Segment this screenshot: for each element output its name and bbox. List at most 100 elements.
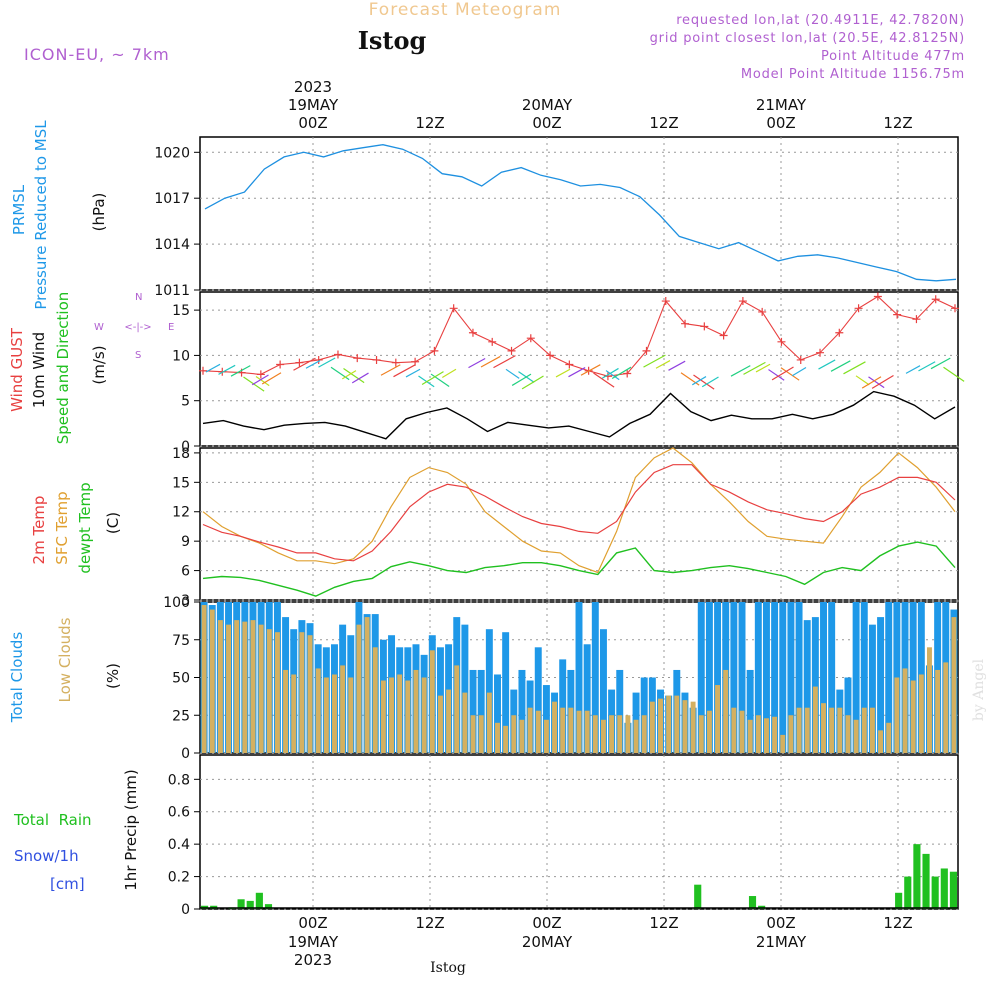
prmsl-label: PRMSL [10, 184, 28, 235]
low-cloud-bar [217, 620, 223, 753]
wind-arrow [780, 367, 800, 381]
low-cloud-bar [470, 715, 476, 753]
wind-arrow [643, 354, 666, 368]
gust-point [391, 358, 400, 367]
top-hour-label: 00Z [532, 114, 561, 132]
wind-arrow [693, 374, 715, 390]
gust-point [873, 292, 882, 301]
gust-point [777, 337, 786, 346]
wind-arrow [318, 357, 336, 368]
model-label: ICON-EU, ~ 7km [24, 45, 170, 64]
total-cloud-bar [771, 602, 779, 753]
y-tick-label: 0.8 [168, 772, 190, 788]
wind-arrow [480, 355, 501, 368]
bottom-hour-label: 12Z [883, 914, 912, 932]
wind-arrow [855, 375, 870, 386]
y-tick-label: 0 [181, 439, 190, 455]
low-cloud-bar [560, 707, 566, 753]
total-clouds-label: Total Clouds [8, 632, 26, 724]
y-tick-label: 0 [181, 902, 190, 918]
bottom-date-label: 20MAY [522, 933, 573, 951]
low-cloud-bar [543, 719, 549, 753]
gust-point [565, 360, 574, 369]
low-cloud-bar [421, 677, 427, 753]
wind-arrow [555, 368, 571, 378]
gridpoint-coords: grid point closest lon,lat (20.5E, 42.81… [650, 31, 965, 46]
total-cloud-bar [583, 644, 591, 753]
y-tick-label: 12 [172, 505, 190, 521]
point-altitude: Point Altitude 477m [821, 49, 965, 64]
wind-arrow [251, 374, 269, 386]
y-tick-label: 6 [181, 564, 190, 580]
bottom-hour-label: 00Z [298, 914, 327, 932]
low-cloud-bar [332, 674, 337, 753]
gust-point [835, 328, 844, 337]
wind-arrow [305, 360, 321, 369]
gust-point [449, 304, 458, 313]
gust-point [796, 355, 805, 364]
low-cloud-bar [951, 617, 957, 753]
low-cloud-bar [804, 707, 810, 753]
wind-arrow [218, 364, 236, 375]
y-tick-label: 3 [181, 593, 190, 609]
wind-arrow [343, 367, 365, 384]
footer-location: Istog [430, 960, 466, 976]
low-cloud-bar [658, 698, 663, 753]
gust-point [353, 354, 362, 363]
total-cloud-bar [868, 624, 876, 753]
model-altitude: Model Point Altitude 1156.75m [741, 67, 965, 82]
total-cloud-bar [803, 620, 811, 753]
y-tick-label: 1017 [154, 191, 190, 207]
cloud-unit: (%) [104, 663, 122, 689]
wind-line [202, 390, 956, 440]
gust-point [623, 369, 632, 378]
y-tick-label: 9 [181, 534, 190, 550]
low-cloud-bar [372, 647, 378, 753]
temperature-panel: 3 6 9 12 15 18 [172, 446, 959, 609]
total-cloud-bar [738, 602, 746, 753]
gust-point [507, 346, 516, 355]
wind-arrow [701, 376, 719, 388]
rain-bar [949, 871, 957, 909]
gust-point [546, 351, 555, 360]
low-cloud-bar [878, 730, 884, 753]
wind10m-label: 10m Wind [30, 332, 48, 408]
gust-point [912, 315, 921, 324]
wind-arrow [691, 376, 707, 386]
wind-arrow [255, 376, 270, 387]
low-cloud-bar [503, 725, 509, 753]
low-cloud-bar [918, 674, 924, 753]
prmsl-desc-label: Pressure Reduced to MSL [32, 120, 50, 310]
panel-frame [199, 136, 959, 291]
gust-point [854, 304, 863, 313]
total-cloud-bar [697, 602, 705, 753]
y-tick-label: 50 [172, 671, 190, 687]
temp2m-line [202, 464, 956, 562]
low-cloud-bar [861, 707, 867, 753]
low-cloud-bar [299, 632, 305, 753]
total-cloud-bar [485, 629, 493, 753]
bottom-hour-label: 12Z [649, 914, 678, 932]
gust-point [372, 355, 381, 364]
gust-point [199, 366, 207, 375]
sfc-temp-label: SFC Temp [53, 491, 71, 564]
low-cloud-bar [600, 719, 606, 753]
location-title: Istog [358, 26, 427, 55]
total-cloud-bar [575, 602, 583, 753]
wind-arrow [791, 366, 807, 377]
total-cloud-bar [730, 602, 738, 753]
low-cloud-bar [649, 701, 655, 753]
gust-point [738, 297, 747, 306]
rain-bar [237, 899, 245, 909]
gust-line [202, 295, 956, 377]
low-cloud-bar [535, 710, 541, 753]
y-tick-label: 100 [163, 595, 190, 611]
low-cloud-bar [853, 719, 859, 753]
wind-arrow [611, 366, 632, 380]
low-cloud-bar [869, 707, 875, 753]
y-tick-label: 18 [172, 446, 190, 462]
low-cloud-bar [609, 715, 615, 753]
wind-arrow [580, 364, 601, 376]
gust-point [295, 358, 304, 367]
